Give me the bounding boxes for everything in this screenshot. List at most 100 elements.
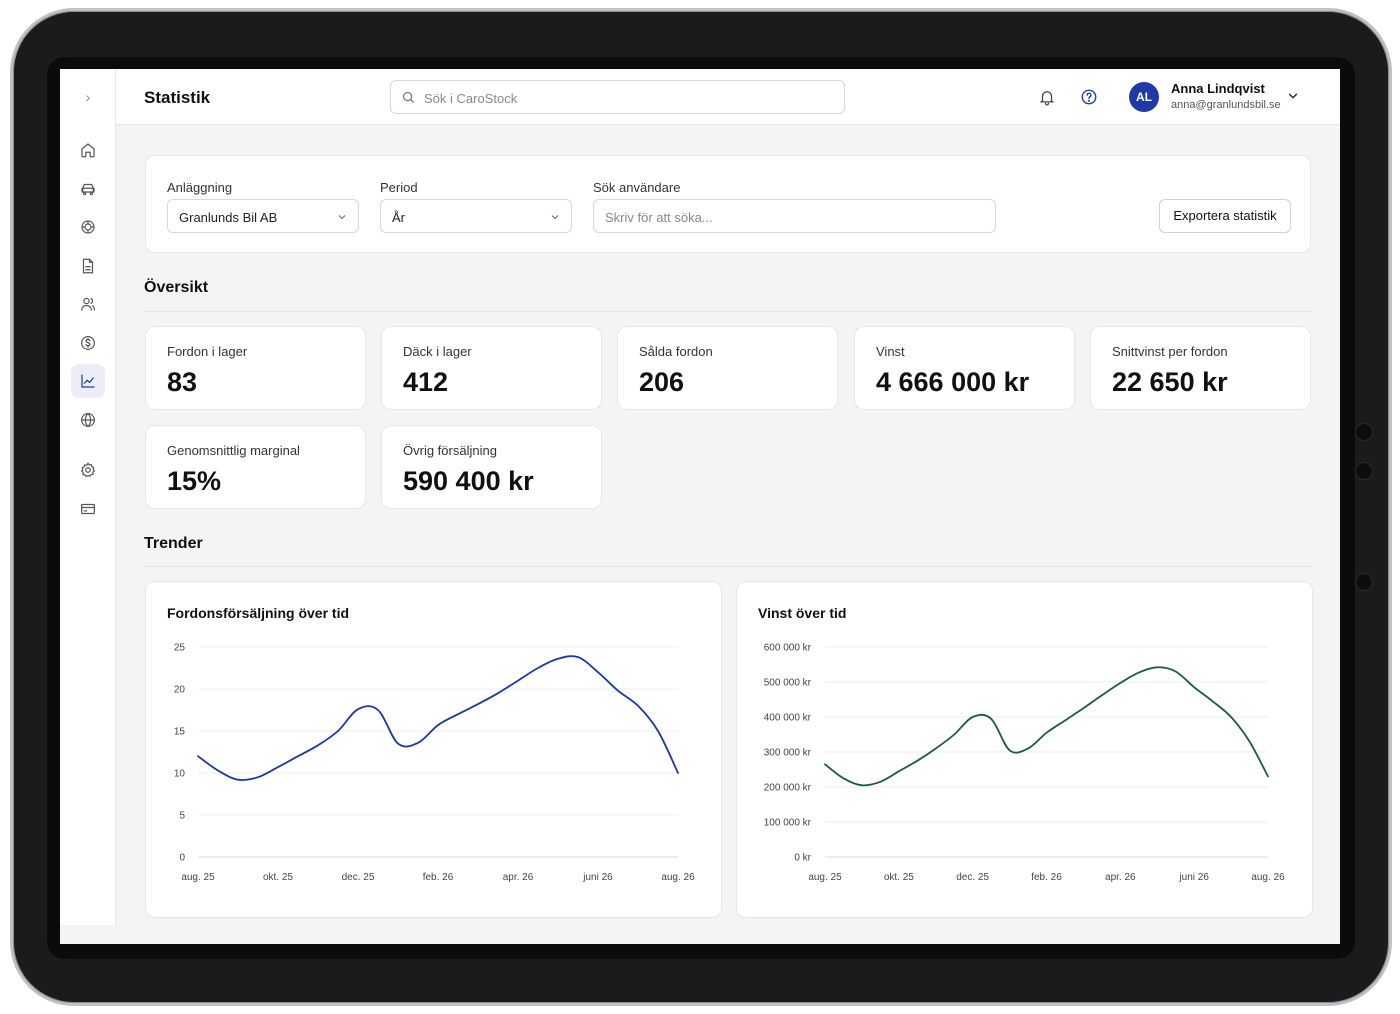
stat-card-avg-margin: Genomsnittlig marginal 15% [145,425,366,509]
chart-title: Vinst över tid [758,605,847,621]
x-tick-label: feb. 26 [1031,872,1062,883]
x-tick-label: juni 26 [1178,872,1209,883]
vehicle-sales-chart-card: Fordonsförsäljning över tid 0 5 10 15 20 25 au… [145,581,722,918]
stat-label: Genomsnittlig marginal [167,443,300,458]
stat-card-profit: Vinst 4 666 000 kr [854,326,1075,410]
stat-value: 206 [639,367,685,397]
y-tick-label: 600 000 kr [764,643,812,654]
x-tick-label: okt. 25 [263,872,293,883]
x-tick-label: aug. 26 [661,872,695,883]
divider [144,311,1312,312]
profit-chart-card: Vinst över tid 0 kr 100 000 kr 200 000 kr 3… [736,581,1313,918]
chevron-down-icon[interactable] [1286,89,1300,103]
filter-panel: Anläggning Granlunds Bil AB Period År Sö… [145,155,1311,253]
dollar-icon [81,336,95,350]
period-value: År [392,210,405,225]
side-button [1355,573,1373,591]
chevron-down-icon [551,215,559,220]
avatar[interactable]: AL [1129,82,1159,112]
stat-value: 22 650 kr [1112,367,1228,397]
stat-card-other-sales: Övrig försäljning 590 400 kr [381,425,602,509]
y-tick-label: 20 [174,685,186,696]
stat-label: Vinst [876,344,905,359]
vehicle-sales-chart: 0 5 10 15 20 25 aug. 25 okt. 25 dec. 25 feb. 26 ap… [174,643,695,884]
help-icon[interactable] [1080,88,1098,106]
sidebar-item-users[interactable] [71,287,105,321]
sidebar-item-vehicles[interactable] [71,172,105,206]
chart-title: Fordonsförsäljning över tid [167,605,350,621]
x-tick-label: aug. 26 [1251,872,1285,883]
bell-icon[interactable] [1038,88,1056,106]
facility-value: Granlunds Bil AB [179,210,278,225]
stat-label: Snittvinst per fordon [1112,344,1228,359]
period-label: Period [380,180,418,195]
export-statistics-button[interactable]: Exportera statistik [1159,199,1291,233]
sidebar-item-home[interactable] [71,133,105,167]
search-icon [402,91,414,103]
sidebar-item-documents[interactable] [71,249,105,283]
globe-icon [81,413,95,427]
document-icon [82,258,94,274]
x-tick-label: dec. 25 [342,872,375,883]
x-tick-label: feb. 26 [423,872,454,883]
side-button [1355,423,1373,441]
sidebar-item-settings[interactable] [71,453,105,487]
y-tick-label: 15 [174,727,186,738]
user-search-label: Sök användare [593,180,681,195]
x-tick-label: juni 26 [582,872,613,883]
stat-label: Sålda fordon [639,344,713,359]
period-select[interactable]: År [380,199,572,233]
sidebar-expand-icon[interactable]: › [85,89,91,105]
y-tick-label: 300 000 kr [764,748,812,759]
global-search-input[interactable]: Sök i CaroStock [390,80,845,114]
settings-icon [81,462,95,478]
user-email: anna@granlundsbil.se [1171,99,1281,111]
stat-card-vehicles-in-stock: Fordon i lager 83 [145,326,366,410]
chevron-down-icon [338,215,346,220]
y-tick-label: 400 000 kr [764,713,812,724]
y-tick-label: 0 [179,853,185,864]
user-search-input[interactable]: Skriv för att söka... [593,199,996,233]
sidebar-item-tires[interactable] [71,210,105,244]
search-placeholder: Sök i CaroStock [424,91,518,106]
x-tick-label: apr. 26 [503,872,534,883]
app-screen: › Statistik [60,69,1340,944]
sidebar-item-web[interactable] [71,403,105,437]
top-header: Statistik Sök i CaroStock AL Anna Lindqv… [116,69,1340,125]
stat-label: Fordon i lager [167,344,248,359]
card-icon [81,503,95,515]
users-icon [81,297,96,311]
sidebar: › [60,69,116,925]
sidebar-item-finance[interactable] [71,326,105,360]
user-search-placeholder: Skriv för att söka... [605,210,713,225]
user-name: Anna Lindqvist [1171,81,1265,96]
x-tick-label: apr. 26 [1105,872,1136,883]
facility-label: Anläggning [167,180,233,195]
y-tick-label: 0 kr [794,853,811,864]
overview-title: Översikt [144,279,209,296]
home-icon [81,143,95,158]
y-tick-label: 25 [174,643,186,654]
y-tick-label: 10 [174,769,186,780]
page-title: Statistik [144,88,211,107]
y-tick-label: 5 [179,811,185,822]
divider [144,566,1312,567]
stat-value: 83 [167,367,198,397]
tire-icon [81,220,95,234]
profit-chart: 0 kr 100 000 kr 200 000 kr 300 000 kr 400 00… [764,643,1285,884]
sidebar-item-billing[interactable] [71,492,105,526]
trends-title: Trender [144,535,203,552]
stat-card-tires-in-stock: Däck i lager 412 [381,326,602,410]
chart-icon [81,374,95,388]
y-tick-label: 200 000 kr [764,783,812,794]
facility-select[interactable]: Granlunds Bil AB [167,199,359,233]
stat-label: Övrig försäljning [403,443,497,458]
x-tick-label: aug. 25 [181,872,215,883]
stat-label: Däck i lager [403,344,472,359]
y-tick-label: 500 000 kr [764,678,812,689]
x-tick-label: aug. 25 [808,872,842,883]
side-button [1355,462,1373,480]
car-icon [81,183,95,196]
sidebar-item-statistics[interactable] [71,364,105,398]
y-tick-label: 100 000 kr [764,818,812,829]
